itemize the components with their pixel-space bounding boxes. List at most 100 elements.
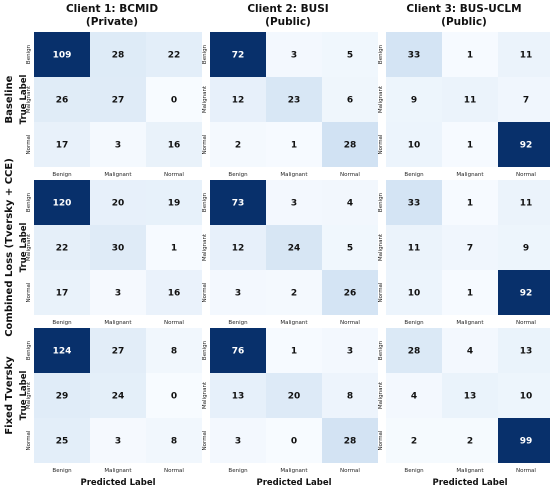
x-tick-r1-c2-1: Benign bbox=[228, 172, 248, 178]
cell-value-r1-c2-2-2: 23 bbox=[288, 96, 301, 106]
cell-value-r3-c1-3-2: 3 bbox=[115, 437, 121, 447]
cell-value-r2-c3-2-1: 11 bbox=[408, 244, 421, 254]
cell-value-r3-c1-2-1: 29 bbox=[56, 392, 69, 402]
cell-value-r3-c3-1-1: 28 bbox=[408, 347, 421, 357]
cell-r1-c3-3-2 bbox=[442, 122, 498, 167]
cell-value-r3-c3-1-2: 4 bbox=[467, 347, 473, 357]
cell-r2-c1-1-1 bbox=[34, 180, 90, 225]
cell-r2-c1-1-2 bbox=[90, 180, 146, 225]
cell-value-r2-c3-1-3: 11 bbox=[520, 199, 533, 209]
x-tick-r1-c3-2: Malignant bbox=[456, 172, 484, 178]
cell-value-r2-c3-1-1: 33 bbox=[408, 199, 421, 209]
x-tick-r2-c3-1: Benign bbox=[404, 320, 424, 326]
y-tick-r1-c3-1: Benign bbox=[378, 44, 384, 64]
cell-value-r1-c3-2-3: 7 bbox=[523, 96, 529, 106]
cell-r1-c2-3-2 bbox=[266, 122, 322, 167]
cell-r2-c1-3-2 bbox=[90, 270, 146, 315]
x-tick-r3-c1-1: Benign bbox=[52, 468, 72, 474]
cell-r3-c1-2-3 bbox=[146, 373, 202, 418]
cell-r3-c3-1-3 bbox=[498, 328, 550, 373]
cell-value-r2-c3-3-3: 92 bbox=[520, 289, 533, 299]
cell-value-r1-c3-2-1: 9 bbox=[411, 96, 417, 106]
y-tick-r2-c1-2: Malignant bbox=[26, 233, 32, 261]
x-tick-r3-c2-2: Malignant bbox=[280, 468, 308, 474]
cell-r2-c3-2-1 bbox=[386, 225, 442, 270]
cell-r2-c1-3-3 bbox=[146, 270, 202, 315]
cell-r3-c1-2-1 bbox=[34, 373, 90, 418]
cell-r1-c1-2-1 bbox=[34, 77, 90, 122]
cell-value-r1-c1-2-3: 0 bbox=[171, 96, 177, 106]
y-tick-r2-c2-3: Normal bbox=[202, 282, 208, 302]
cell-value-r3-c3-2-3: 10 bbox=[520, 392, 533, 402]
cell-value-r2-c1-2-2: 30 bbox=[112, 244, 125, 254]
cell-r3-c3-3-3 bbox=[498, 418, 550, 463]
cell-r1-c1-1-2 bbox=[90, 32, 146, 77]
cell-r3-c1-3-3 bbox=[146, 418, 202, 463]
cell-r3-c2-2-3 bbox=[322, 373, 378, 418]
cell-value-r2-c1-2-3: 1 bbox=[171, 244, 177, 254]
cell-r3-c2-1-2 bbox=[266, 328, 322, 373]
y-axis-label-row-1: True Label bbox=[19, 75, 29, 125]
x-tick-r2-c2-2: Malignant bbox=[280, 320, 308, 326]
cell-r1-c1-1-1 bbox=[34, 32, 90, 77]
cell-r1-c3-3-3 bbox=[498, 122, 550, 167]
cell-value-r2-c3-1-2: 1 bbox=[467, 199, 473, 209]
cell-value-r2-c1-2-1: 22 bbox=[56, 244, 69, 254]
cell-r1-c2-1-2 bbox=[266, 32, 322, 77]
x-tick-r1-c2-2: Malignant bbox=[280, 172, 308, 178]
cell-r3-c1-2-2 bbox=[90, 373, 146, 418]
cell-r3-c3-3-1 bbox=[386, 418, 442, 463]
y-tick-r1-c1-3: Normal bbox=[26, 134, 32, 154]
cell-r3-c2-1-3 bbox=[322, 328, 378, 373]
cell-value-r2-c2-3-2: 2 bbox=[291, 289, 297, 299]
cell-r1-c2-1-3 bbox=[322, 32, 378, 77]
row-title-3: Fixed Tversky bbox=[4, 356, 15, 435]
cell-r1-c3-1-3 bbox=[498, 32, 550, 77]
y-tick-r1-c1-1: Benign bbox=[26, 44, 32, 64]
cell-value-r2-c1-1-2: 20 bbox=[112, 199, 125, 209]
x-axis-label-col-1: Predicted Label bbox=[80, 478, 155, 488]
y-tick-r2-c3-3: Normal bbox=[378, 282, 384, 302]
x-tick-r3-c1-3: Normal bbox=[164, 468, 184, 474]
cell-r3-c1-3-1 bbox=[34, 418, 90, 463]
x-tick-r2-c2-1: Benign bbox=[228, 320, 248, 326]
cell-value-r3-c3-3-3: 99 bbox=[520, 437, 533, 447]
cell-value-r2-c1-1-3: 19 bbox=[168, 199, 181, 209]
y-tick-r3-c1-2: Malignant bbox=[26, 381, 32, 409]
cell-r1-c2-3-1 bbox=[210, 122, 266, 167]
y-tick-r3-c1-3: Normal bbox=[26, 430, 32, 450]
row-title-2: Combined Loss (Tversky + CCE) bbox=[4, 158, 15, 337]
cell-r2-c2-1-2 bbox=[266, 180, 322, 225]
cell-r2-c3-1-2 bbox=[442, 180, 498, 225]
y-tick-r2-c1-3: Normal bbox=[26, 282, 32, 302]
cell-value-r3-c1-2-3: 0 bbox=[171, 392, 177, 402]
y-axis-label-row-3: True Label bbox=[19, 371, 29, 421]
cell-r1-c3-1-2 bbox=[442, 32, 498, 77]
cell-r2-c1-3-1 bbox=[34, 270, 90, 315]
cell-r3-c1-1-1 bbox=[34, 328, 90, 373]
cell-value-r3-c3-2-1: 4 bbox=[411, 392, 417, 402]
column-title-2-line-2: (Public) bbox=[265, 16, 311, 28]
cell-r3-c3-2-1 bbox=[386, 373, 442, 418]
cell-value-r3-c2-1-3: 3 bbox=[347, 347, 353, 357]
cell-value-r3-c2-1-2: 1 bbox=[291, 347, 297, 357]
cell-value-r2-c2-3-1: 3 bbox=[235, 289, 241, 299]
cell-r3-c2-2-2 bbox=[266, 373, 322, 418]
cell-value-r3-c1-1-2: 27 bbox=[112, 347, 125, 357]
x-tick-r1-c2-3: Normal bbox=[340, 172, 360, 178]
column-title-1-line-1: Client 1: BCMID bbox=[66, 3, 158, 15]
x-tick-r1-c3-3: Normal bbox=[516, 172, 536, 178]
y-tick-r1-c3-3: Normal bbox=[378, 134, 384, 154]
cell-value-r1-c2-1-3: 5 bbox=[347, 51, 353, 61]
cell-r1-c1-2-3 bbox=[146, 77, 202, 122]
x-tick-r2-c2-3: Normal bbox=[340, 320, 360, 326]
cell-r2-c3-1-1 bbox=[386, 180, 442, 225]
cell-value-r1-c3-3-2: 1 bbox=[467, 141, 473, 151]
cell-value-r2-c1-3-2: 3 bbox=[115, 289, 121, 299]
cell-value-r1-c1-1-1: 109 bbox=[53, 51, 72, 61]
x-tick-r2-c3-3: Normal bbox=[516, 320, 536, 326]
cell-r3-c3-1-1 bbox=[386, 328, 442, 373]
cell-value-r3-c1-2-2: 24 bbox=[112, 392, 125, 402]
cell-value-r3-c2-1-1: 76 bbox=[232, 347, 245, 357]
